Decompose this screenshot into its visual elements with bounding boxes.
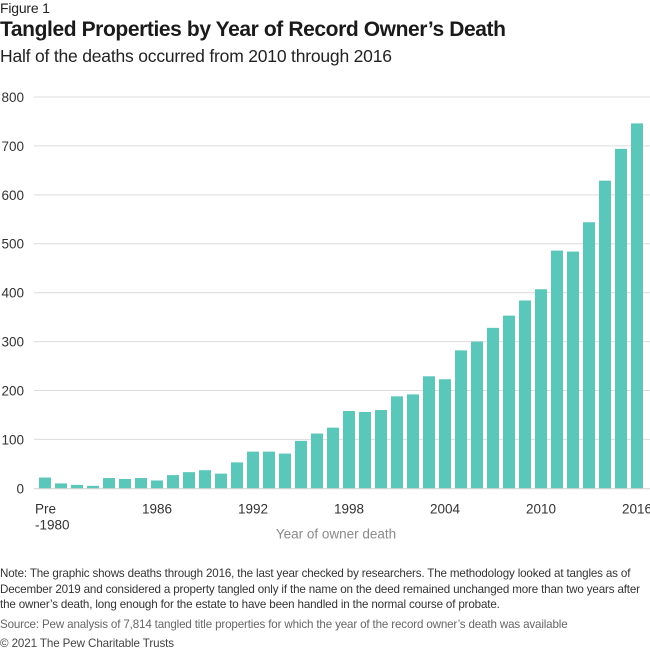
bar-1999 [359,411,371,489]
chart-subtitle: Half of the deaths occurred from 2010 th… [0,46,392,66]
bar-1988 [183,472,195,489]
bar-1994 [279,453,291,489]
bar-1989 [199,470,211,489]
bar-2003 [423,376,435,489]
bar-2010 [535,289,547,489]
bar-2004 [439,379,451,489]
bar-1986 [151,480,163,489]
bar-Pre-1980 [39,477,51,489]
bar-2012 [567,251,579,489]
bar-2014 [599,180,611,489]
bar-2015 [615,148,627,489]
bar-2016 [631,123,643,489]
bar-2000 [375,410,387,489]
y-tick-label: 200 [1,383,24,398]
bar-1980 [55,483,67,489]
chart-title: Tangled Properties by Year of Record Own… [0,18,506,41]
figure-label: Figure 1 [0,0,50,16]
x-tick-label: Pre [35,501,56,516]
bar-1990 [215,473,227,489]
bar-2007 [487,327,499,489]
x-tick-label: 2004 [430,501,461,516]
y-tick-label: 600 [1,188,24,203]
x-tick-label: 1986 [142,501,172,516]
y-axis-tick-labels: 0 100 200 300 400 500 600 700 800 [1,90,24,496]
y-tick-label: 100 [1,432,24,447]
x-tick-label: 1998 [334,501,364,516]
y-tick-label: 300 [1,335,24,350]
bar-1996 [311,433,323,489]
bar-1997 [327,427,339,489]
bar-1985 [135,478,147,489]
bar-2002 [407,394,419,489]
x-tick-label: 2016 [622,501,650,516]
bars [39,123,643,489]
bar-2008 [503,315,515,489]
bar-1981 [71,484,83,489]
y-tick-label: 800 [1,90,24,105]
bar-1992 [247,451,259,489]
bar-1982 [87,485,99,489]
x-tick-label: 2010 [526,501,556,516]
y-tick-label: 400 [1,286,24,301]
bar-2013 [583,222,595,489]
y-tick-label: 0 [16,481,24,496]
x-axis-tick-labels: Pre-1980 1986 1992 1998 2004 2010 2016 [35,501,650,532]
footnote-source: Source: Pew analysis of 7,814 tangled ti… [0,618,568,631]
bar-2009 [519,300,531,489]
bar-2006 [471,341,483,489]
x-tick-label: 1992 [238,501,268,516]
bar-2005 [455,350,467,489]
bar-1998 [343,411,355,489]
y-tick-label: 500 [1,237,24,252]
bar-1987 [167,475,179,489]
bar-1984 [119,479,131,489]
bar-1995 [295,440,307,489]
bar-1991 [231,462,243,489]
bar-chart: 0 100 200 300 400 500 600 700 800 Pre-1980 1986 19… [1,90,650,541]
x-axis-label: Year of owner death [276,526,396,541]
copyright: © 2021 The Pew Charitable Trusts [0,637,174,650]
bar-2011 [551,250,563,489]
gridlines [34,96,650,440]
bar-1983 [103,478,115,489]
x-tick-label: -1980 [35,517,70,532]
y-tick-label: 700 [1,139,24,154]
bar-2001 [391,396,403,489]
footnote-note: Note: The graphic shows deaths through 2… [0,567,640,612]
bar-1993 [263,451,275,489]
